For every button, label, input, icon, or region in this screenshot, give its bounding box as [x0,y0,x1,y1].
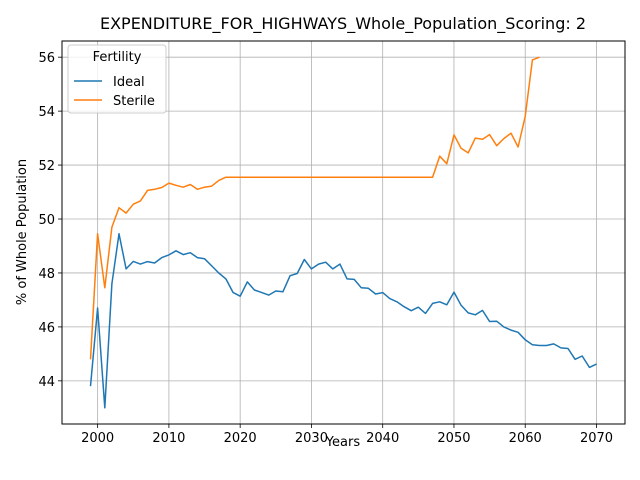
x-tick-label: 2010 [152,431,185,446]
legend-box [67,44,167,114]
y-tick-label: 52 [38,159,55,174]
y-tick-label: 46 [38,321,55,336]
x-tick-label: 2030 [295,431,328,446]
legend-title: Fertility [93,50,142,65]
y-tick-label: 56 [38,51,55,66]
y-tick-label: 50 [38,213,55,228]
x-tick-label: 2050 [437,431,470,446]
plot-frame [61,40,626,425]
x-tick-label: 2070 [580,431,613,446]
x-tick-label: 2040 [366,431,399,446]
legend: Fertility Ideal Sterile [67,44,167,114]
y-tick-label: 54 [38,105,55,120]
y-axis-label: % of Whole Population [15,159,30,305]
chart-title: EXPENDITURE_FOR_HIGHWAYS_Whole_Populatio… [100,14,586,34]
y-tick-label: 48 [38,267,55,282]
legend-label-sterile: Sterile [113,94,155,109]
x-tick-label: 2060 [509,431,542,446]
legend-label-ideal: Ideal [113,75,145,90]
y-tick-label: 44 [38,375,55,390]
series-lines [89,56,597,409]
series-line-ideal [89,233,597,409]
axis-ticks: 2000 2010 2020 2030 2040 2050 2060 2070 44 46 48 50… [38,51,613,446]
series-line-sterile [89,56,540,360]
x-axis-label: Years [325,435,361,450]
x-tick-label: 2000 [81,431,114,446]
x-tick-label: 2020 [224,431,257,446]
